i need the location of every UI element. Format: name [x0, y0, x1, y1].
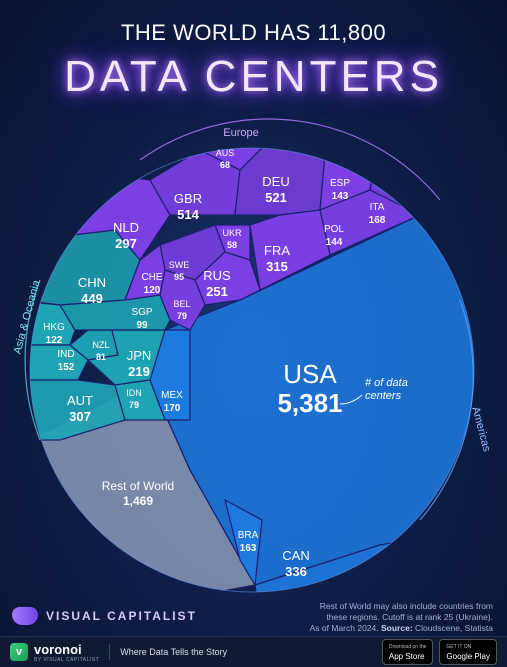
label-nld: NLD — [113, 220, 139, 235]
voronoi-sub: BY VISUAL CAPITALIST — [34, 656, 100, 663]
visual-capitalist-logo-icon — [12, 607, 38, 625]
value-fra: 315 — [266, 259, 288, 274]
cell-bel — [159, 269, 206, 331]
footer-bar: v voronoi BY VISUAL CAPITALIST Where Dat… — [0, 636, 507, 667]
label-aus: AUS — [216, 148, 235, 158]
region-label-europe: Europe — [223, 127, 258, 139]
divider — [109, 644, 111, 660]
label-che: CHE — [141, 272, 162, 283]
app-store-button[interactable]: Download on the App Store — [381, 639, 434, 665]
label-esp: ESP — [330, 178, 350, 189]
footnote-line: these regions. Cutoff is at rank 25 (Ukr… — [326, 612, 493, 622]
label-can: CAN — [282, 548, 309, 563]
value-rest-of-world: 1,469 — [123, 494, 153, 508]
footnote-line: Rest of World may also include countries… — [319, 601, 493, 611]
value-gbr: 514 — [177, 207, 199, 222]
label-mex: MEX — [161, 390, 183, 401]
voronoi-logo[interactable]: v voronoi BY VISUAL CAPITALIST — [10, 642, 99, 663]
value-jpn: 219 — [128, 364, 150, 379]
value-aut: 307 — [69, 409, 91, 424]
value-ind: 152 — [58, 362, 75, 373]
value-aus: 68 — [220, 160, 230, 170]
value-sgp: 99 — [136, 320, 148, 331]
region-arc — [139, 118, 441, 201]
chart-outline — [29, 147, 475, 593]
label-deu: DEU — [262, 174, 289, 189]
label-rus: RUS — [203, 268, 231, 283]
value-deu: 521 — [265, 190, 287, 205]
value-che: 120 — [144, 285, 161, 296]
label-hkg: HKG — [43, 322, 65, 333]
cell-fra — [249, 209, 331, 291]
label-aut: AUT — [67, 393, 93, 408]
value-mex: 170 — [164, 403, 181, 414]
cell-idn — [114, 379, 166, 421]
value-hkg: 122 — [46, 335, 63, 346]
cell-ind — [30, 344, 89, 381]
label-swe: SWE — [169, 260, 190, 270]
label-bra: BRA — [238, 530, 259, 541]
value-bel: 79 — [177, 311, 187, 321]
region-arc — [419, 299, 474, 521]
chart-title: DATA CENTERS — [64, 52, 443, 101]
tagline: Where Data Tells the Story — [120, 647, 228, 657]
label-nzl: NZL — [92, 340, 109, 350]
label-rest-of-world: Rest of World — [102, 479, 174, 493]
annotation-text: # of data — [365, 377, 408, 389]
label-ita: ITA — [370, 202, 385, 213]
label-gbr: GBR — [174, 191, 202, 206]
brand-name: VISUAL CAPITALIST — [46, 609, 197, 623]
google-play-button[interactable]: GET IT ON Google Play — [439, 639, 497, 665]
value-ita: 168 — [369, 215, 386, 226]
label-pol: POL — [324, 224, 344, 235]
label-idn: IDN — [126, 388, 142, 398]
value-bra: 163 — [240, 543, 257, 554]
value-nld: 297 — [115, 236, 137, 251]
value-rus: 251 — [206, 284, 228, 299]
footnote: Rest of World may also include countries… — [253, 601, 493, 634]
footnote-line: As of March 2024. Source: Cloudscene, St… — [309, 623, 493, 633]
value-ukr: 58 — [227, 240, 237, 250]
value-pol: 144 — [326, 237, 343, 248]
value-usa: 5,381 — [277, 388, 342, 418]
value-can: 336 — [285, 564, 307, 579]
brand-logo: VISUAL CAPITALIST — [12, 607, 197, 625]
annotation-arrow — [339, 394, 363, 405]
label-sgp: SGP — [131, 307, 152, 318]
label-jpn: JPN — [127, 348, 152, 363]
label-bel: BEL — [173, 299, 190, 309]
label-ind: IND — [57, 349, 74, 360]
value-nzl: 81 — [96, 352, 106, 362]
cell-hkg — [30, 299, 76, 346]
value-chn: 449 — [81, 291, 103, 306]
value-esp: 143 — [332, 191, 349, 202]
cell-bra — [224, 498, 263, 587]
region-arc — [24, 279, 41, 441]
annotation-text: centers — [365, 390, 402, 402]
chart-subtitle: THE WORLD HAS 11,800 — [120, 20, 387, 45]
value-idn: 79 — [129, 400, 139, 410]
value-swe: 95 — [174, 272, 184, 282]
label-fra: FRA — [264, 243, 290, 258]
voronoi-icon: v — [10, 643, 28, 661]
label-chn: CHN — [78, 275, 106, 290]
region-label-americas: Americas — [469, 406, 493, 454]
voronoi-name: voronoi — [34, 641, 82, 657]
label-usa: USA — [283, 359, 337, 389]
label-ukr: UKR — [222, 228, 242, 238]
